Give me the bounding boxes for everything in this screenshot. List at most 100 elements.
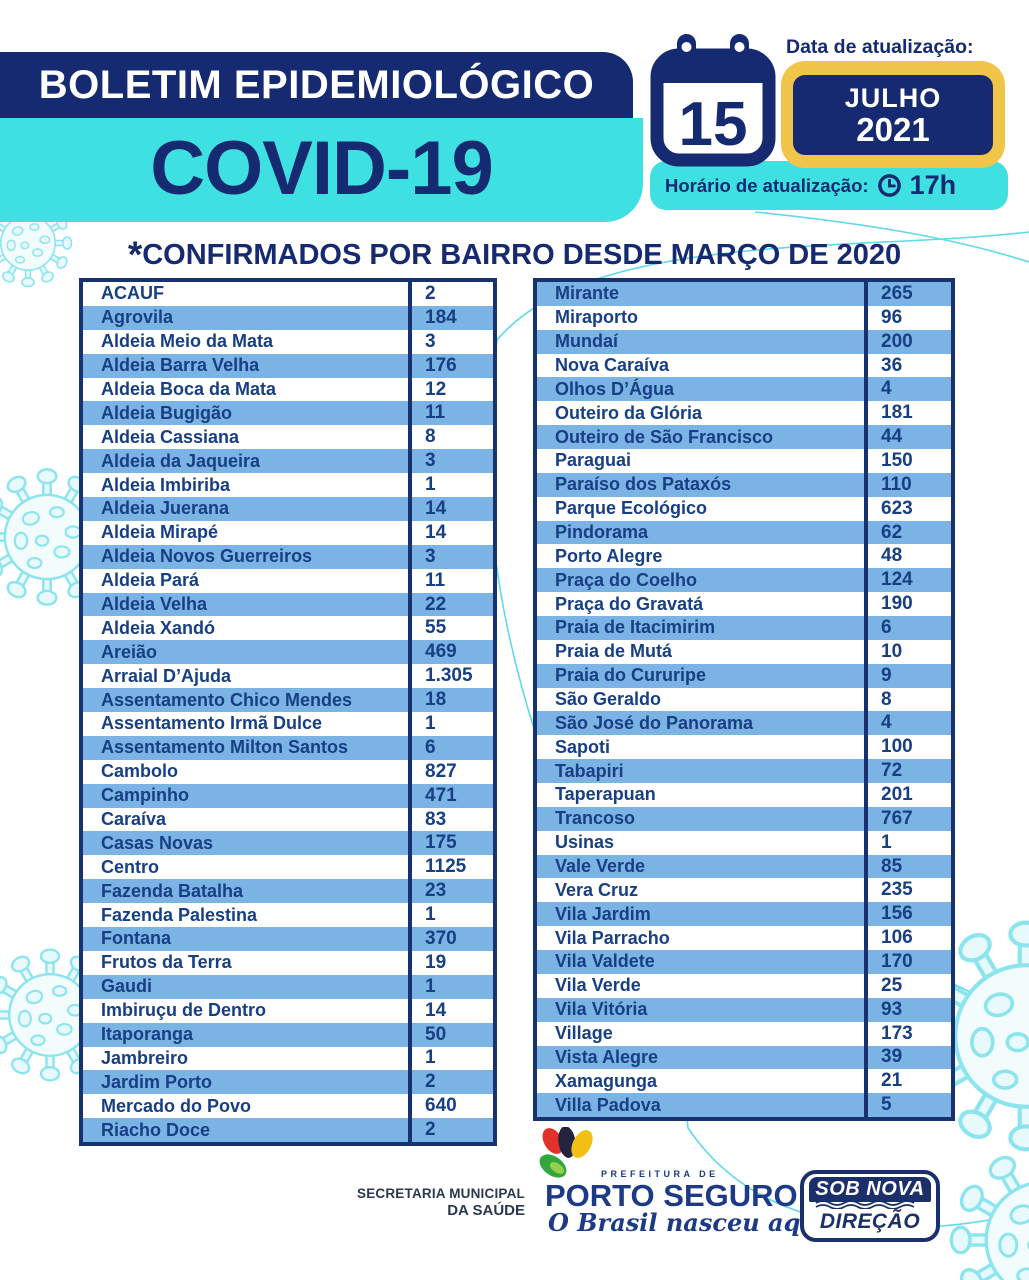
bairro-name: Gaudi xyxy=(101,976,153,997)
bairro-cases-value: 471 xyxy=(408,783,493,808)
bairro-name: Mercado do Povo xyxy=(101,1095,252,1116)
bairro-name: Praia de Mutá xyxy=(555,641,673,662)
bairro-cases-value: 4 xyxy=(864,711,951,736)
table-row: Vila Valdete 170 xyxy=(537,950,951,974)
bairro-cases-value: 1 xyxy=(408,974,493,999)
bairro-name: Aldeia Boca da Mata xyxy=(101,379,277,399)
table-row: Gaudi 1 xyxy=(83,974,493,999)
bairro-name: Assentamento Irmã Dulce xyxy=(101,713,323,734)
bairro-cases-value: 25 xyxy=(864,973,951,998)
table-row: Vila Jardim 156 xyxy=(537,902,951,927)
bairro-name: Vila Vitória xyxy=(555,999,648,1020)
bairro-name: Assentamento Chico Mendes xyxy=(101,689,353,710)
bairro-cases-value: 150 xyxy=(864,449,951,473)
table-row: Riacho Doce 2 xyxy=(83,1118,493,1143)
update-month-box: JULHO 2021 xyxy=(793,75,993,155)
bairro-name: Aldeia Cassiana xyxy=(101,426,240,447)
bairro-name: Mirante xyxy=(555,283,620,304)
bairro-cases-value: 3 xyxy=(408,329,493,354)
bairro-cases-value: 11 xyxy=(408,568,493,593)
table-row: Villa Padova 5 xyxy=(537,1093,951,1118)
bairro-name: Miraporto xyxy=(555,307,638,328)
table-row: Vista Alegre 39 xyxy=(537,1045,951,1070)
bairro-cases-value: 156 xyxy=(864,902,951,927)
secretaria-text: SECRETARIA MUNICIPAL DA SAÚDE xyxy=(355,1186,525,1219)
bairro-cases-value: 469 xyxy=(408,640,493,665)
table-row: Mirante 265 xyxy=(537,282,951,306)
bairro-name: São Geraldo xyxy=(555,689,662,710)
bairro-name: Fazenda Palestina xyxy=(101,904,258,925)
bairro-name: São José do Panorama xyxy=(555,712,754,733)
table-row: Aldeia Novos Guerreiros 3 xyxy=(83,544,493,569)
secretaria-line2: DA SAÚDE xyxy=(447,1202,525,1219)
bairro-cases-value: 170 xyxy=(864,950,951,974)
section-title: *CONFIRMADOS POR BAIRRO DESDE MARÇO DE 2… xyxy=(0,234,1029,276)
secretaria-line1: SECRETARIA MUNICIPAL xyxy=(357,1186,525,1201)
table-row: Vale Verde 85 xyxy=(537,854,951,879)
bairro-cases-value: 83 xyxy=(408,807,493,832)
bairro-name: ACAUF xyxy=(101,283,164,304)
table-row: Jambreiro 1 xyxy=(83,1046,493,1071)
table-row: Jardim Porto 2 xyxy=(83,1070,493,1095)
table-row: Aldeia Meio da Mata 3 xyxy=(83,329,493,354)
bairro-name: Aldeia Imbiriba xyxy=(101,474,231,495)
bairro-name: Paraguai xyxy=(555,450,632,471)
bairro-cases-value: 23 xyxy=(408,879,493,904)
covid-title: COVID-19 xyxy=(150,125,494,211)
bairro-cases-value: 1 xyxy=(408,1046,493,1071)
bairro-cases-value: 14 xyxy=(408,520,493,545)
bairro-cases-value: 96 xyxy=(864,305,951,330)
table-row: Aldeia Imbiriba 1 xyxy=(83,473,493,498)
bairro-cases-value: 72 xyxy=(864,759,951,784)
table-row: Agrovila 184 xyxy=(83,305,493,330)
bairro-cases-value: 22 xyxy=(408,592,493,617)
bairro-cases-value: 5 xyxy=(864,1093,951,1118)
update-time-label: Horário de atualização: xyxy=(665,174,869,196)
bairro-name: Fontana xyxy=(101,928,171,949)
bairro-name: Praça do Gravatá xyxy=(555,593,704,614)
logo-slogan: O Brasil nasceu aqui ! xyxy=(548,1208,846,1237)
table-row: Fazenda Palestina 1 xyxy=(83,903,493,928)
table-row: Frutos da Terra 19 xyxy=(83,950,493,975)
logo-prefeitura-text: PREFEITURA DE xyxy=(601,1169,719,1179)
bairro-name: Nova Caraíva xyxy=(555,355,670,375)
bairro-name: Trancoso xyxy=(555,808,636,829)
bairro-cases-value: 124 xyxy=(864,568,951,593)
bairro-name: Outeiro da Glória xyxy=(555,402,703,423)
bairro-name: Outeiro de São Francisco xyxy=(555,426,774,447)
bairro-cases-value: 6 xyxy=(864,616,951,640)
logo-leaves-icon xyxy=(539,1127,593,1178)
table-row: Assentamento Chico Mendes 18 xyxy=(83,688,493,713)
table-row: Casas Novas 175 xyxy=(83,831,493,856)
bairro-name: Aldeia da Jaqueira xyxy=(101,450,261,471)
table-row: Aldeia Mirapé 14 xyxy=(83,520,493,545)
table-row: Aldeia Cassiana 8 xyxy=(83,425,493,450)
bairro-cases-value: 2 xyxy=(408,1118,493,1143)
bairro-cases-value: 18 xyxy=(408,688,493,713)
section-title-asterisk: * xyxy=(127,234,143,275)
badge-waves-icon xyxy=(815,1200,915,1209)
table-row: Arraial D’Ajuda 1.305 xyxy=(83,664,493,689)
table-row: Aldeia Boca da Mata 12 xyxy=(83,377,493,402)
bairro-name: Pindorama xyxy=(555,522,649,543)
bairro-name: Agrovila xyxy=(101,307,174,328)
bairro-name: Mundaí xyxy=(555,331,618,352)
header-subtitle-band: COVID-19 xyxy=(0,118,643,222)
bairro-cases-value: 12 xyxy=(408,377,493,402)
table-row: Aldeia da Jaqueira 3 xyxy=(83,449,493,474)
bairro-cases-value: 1.305 xyxy=(408,664,493,689)
table-row: Paraguai 150 xyxy=(537,449,951,473)
table-row: Parque Ecológico 623 xyxy=(537,496,951,521)
bairro-name: Assentamento Milton Santos xyxy=(101,737,349,758)
bairro-cases-value: 3 xyxy=(408,544,493,569)
update-date-label: Data de atualização: xyxy=(786,36,974,58)
logo-city-name: PORTO SEGURO xyxy=(545,1178,798,1213)
bairro-name: Sapoti xyxy=(555,736,611,757)
table-row: Sapoti 100 xyxy=(537,735,951,760)
bairro-cases-value: 190 xyxy=(864,592,951,617)
bairro-name: Tabapiri xyxy=(555,760,624,781)
cases-table-right: Mirante 265 Miraporto 96 Mundaí 200 Nova Caraí… xyxy=(533,278,955,1121)
bairro-cases-value: 9 xyxy=(864,663,951,688)
table-row: Vila Verde 25 xyxy=(537,973,951,998)
bairro-name: Arraial D’Ajuda xyxy=(101,665,232,686)
